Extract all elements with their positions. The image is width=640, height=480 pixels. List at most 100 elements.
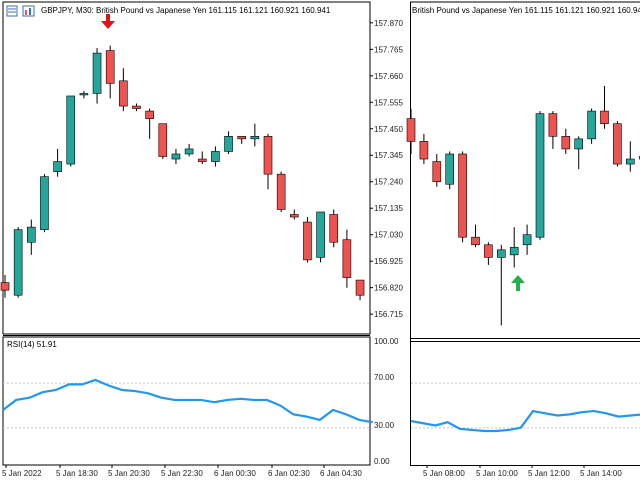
left-candle-body bbox=[289, 214, 299, 218]
time-tick-label: 6 Jan 04:30 bbox=[320, 469, 362, 478]
left-candle bbox=[145, 108, 154, 139]
rsi-tick-label: 30.00 bbox=[374, 421, 395, 430]
left-candle-body bbox=[316, 211, 325, 258]
right-candle-body bbox=[471, 236, 480, 246]
price-tick-label: 157.030 bbox=[374, 231, 403, 240]
left-rsi-line bbox=[2, 378, 373, 424]
left-candle bbox=[53, 148, 62, 177]
left-candle-body bbox=[92, 52, 102, 94]
time-tick-label: 5 Jan 08:00 bbox=[423, 469, 465, 478]
right-candle-body bbox=[574, 138, 584, 150]
rsi-tick-label: 0.00 bbox=[374, 457, 390, 466]
left-candle-body bbox=[171, 153, 181, 160]
right-candle-body bbox=[561, 136, 571, 150]
right-candle-body bbox=[419, 141, 429, 160]
left-candle-body bbox=[211, 151, 220, 162]
right-candle bbox=[561, 128, 571, 154]
left-candle bbox=[289, 209, 299, 220]
time-tick-label: 5 Jan 18:30 bbox=[56, 469, 98, 478]
indicator-icon[interactable] bbox=[22, 5, 35, 17]
left-symbol-label: GBPJPY, M30: bbox=[41, 6, 94, 15]
sell-arrow-icon bbox=[101, 14, 115, 29]
right-candles-group bbox=[406, 85, 640, 326]
right-description-label: British Pound vs Japanese Yen bbox=[412, 6, 523, 15]
right-rsi-line bbox=[410, 409, 640, 433]
left-candle-body bbox=[53, 161, 62, 172]
left-candle-body bbox=[224, 136, 233, 152]
right-candle-body bbox=[548, 113, 558, 137]
left-candle-body bbox=[250, 136, 260, 140]
left-rsi-group bbox=[2, 378, 373, 429]
left-candle bbox=[171, 148, 181, 165]
left-candle-body bbox=[303, 221, 312, 261]
price-tick-label: 157.135 bbox=[374, 204, 403, 213]
time-tick-label: 6 Jan 00:30 bbox=[214, 469, 256, 478]
left-chart-header: GBPJPY, M30: British Pound vs Japanese Y… bbox=[41, 6, 330, 15]
left-candle-body bbox=[329, 214, 339, 243]
right-candle bbox=[625, 141, 635, 172]
right-rsi-group bbox=[410, 382, 640, 433]
time-tick-label: 6 Jan 02:30 bbox=[268, 469, 310, 478]
time-tick-label: 5 Jan 10:00 bbox=[476, 469, 518, 478]
left-candle bbox=[355, 279, 365, 301]
time-tick-label: 5 Jan 2022 bbox=[2, 469, 42, 478]
right-candle bbox=[548, 111, 558, 149]
left-rsi-label: RSI(14) 51.91 bbox=[7, 340, 57, 349]
right-ohlc-readout: 161.115 161.121 160.921 160.941 bbox=[524, 6, 640, 15]
right-candle-body bbox=[625, 158, 635, 165]
right-candle bbox=[432, 153, 442, 187]
left-candle bbox=[119, 68, 128, 112]
left-time-axis[interactable]: 5 Jan 2022 5 Jan 18:30 5 Jan 20:30 5 Jan 22… bbox=[2, 465, 362, 478]
right-candle bbox=[445, 151, 455, 190]
left-candle bbox=[0, 275, 10, 298]
buy-arrow-icon bbox=[511, 275, 525, 291]
right-candle bbox=[458, 151, 467, 243]
right-candle-body bbox=[600, 110, 609, 125]
price-tick-label: 157.765 bbox=[374, 45, 403, 54]
right-candle-body bbox=[432, 161, 442, 183]
left-candle bbox=[26, 219, 36, 255]
left-candle-body bbox=[158, 123, 168, 157]
right-candle-body bbox=[587, 110, 596, 140]
price-tick-label: 157.870 bbox=[374, 19, 403, 28]
left-candle-body bbox=[0, 282, 10, 291]
left-candle-body bbox=[26, 226, 36, 243]
left-candle bbox=[276, 171, 286, 212]
right-candle bbox=[484, 242, 493, 265]
left-candle bbox=[316, 211, 325, 263]
right-candle bbox=[587, 108, 596, 144]
left-description-label: British Pound vs Japanese Yen bbox=[96, 6, 207, 15]
rsi-tick-label: 70.00 bbox=[374, 373, 395, 382]
left-candle bbox=[329, 209, 339, 248]
right-candle-body bbox=[613, 123, 622, 165]
time-tick-label: 5 Jan 12:00 bbox=[528, 469, 570, 478]
left-candle bbox=[66, 95, 76, 167]
left-candle bbox=[211, 146, 220, 167]
left-candle bbox=[224, 131, 233, 154]
right-candle bbox=[522, 224, 532, 255]
price-tick-label: 157.450 bbox=[374, 125, 403, 134]
right-candle bbox=[613, 121, 622, 167]
left-ohlc-readout: 161.115 161.121 160.921 160.941 bbox=[208, 6, 331, 15]
right-candle-body bbox=[484, 244, 493, 258]
left-price-axis[interactable]: 157.870 157.765 157.660 157.555 157.450 157.3… bbox=[370, 19, 403, 319]
left-candle bbox=[303, 217, 312, 263]
left-candle-body bbox=[119, 80, 128, 107]
price-tick-label: 156.820 bbox=[374, 284, 403, 293]
chart-window-icon[interactable] bbox=[6, 5, 18, 17]
right-time-axis[interactable]: 5 Jan 08:00 5 Jan 10:00 5 Jan 12:00 5 Jan 1… bbox=[423, 465, 622, 478]
left-rsi-axis: 100.00 70.00 30.00 0.00 bbox=[374, 337, 399, 466]
right-chart-header: British Pound vs Japanese Yen 161.115 16… bbox=[412, 6, 640, 15]
right-candle bbox=[509, 227, 519, 268]
right-candle-body bbox=[509, 246, 519, 256]
left-candle-body bbox=[342, 239, 352, 278]
right-candle-body bbox=[496, 249, 506, 258]
right-candle-body bbox=[445, 153, 455, 185]
price-tick-label: 157.555 bbox=[374, 98, 403, 107]
left-candle-body bbox=[132, 105, 141, 109]
left-chart-window[interactable]: 157.870 157.765 157.660 157.555 157.450 157.3… bbox=[0, 1, 403, 478]
right-chart-window[interactable]: 5 Jan 08:00 5 Jan 10:00 5 Jan 12:00 5 Jan 1… bbox=[406, 1, 640, 478]
right-candle bbox=[471, 224, 480, 248]
price-tick-label: 157.660 bbox=[374, 72, 403, 81]
left-candles-group bbox=[0, 45, 365, 301]
